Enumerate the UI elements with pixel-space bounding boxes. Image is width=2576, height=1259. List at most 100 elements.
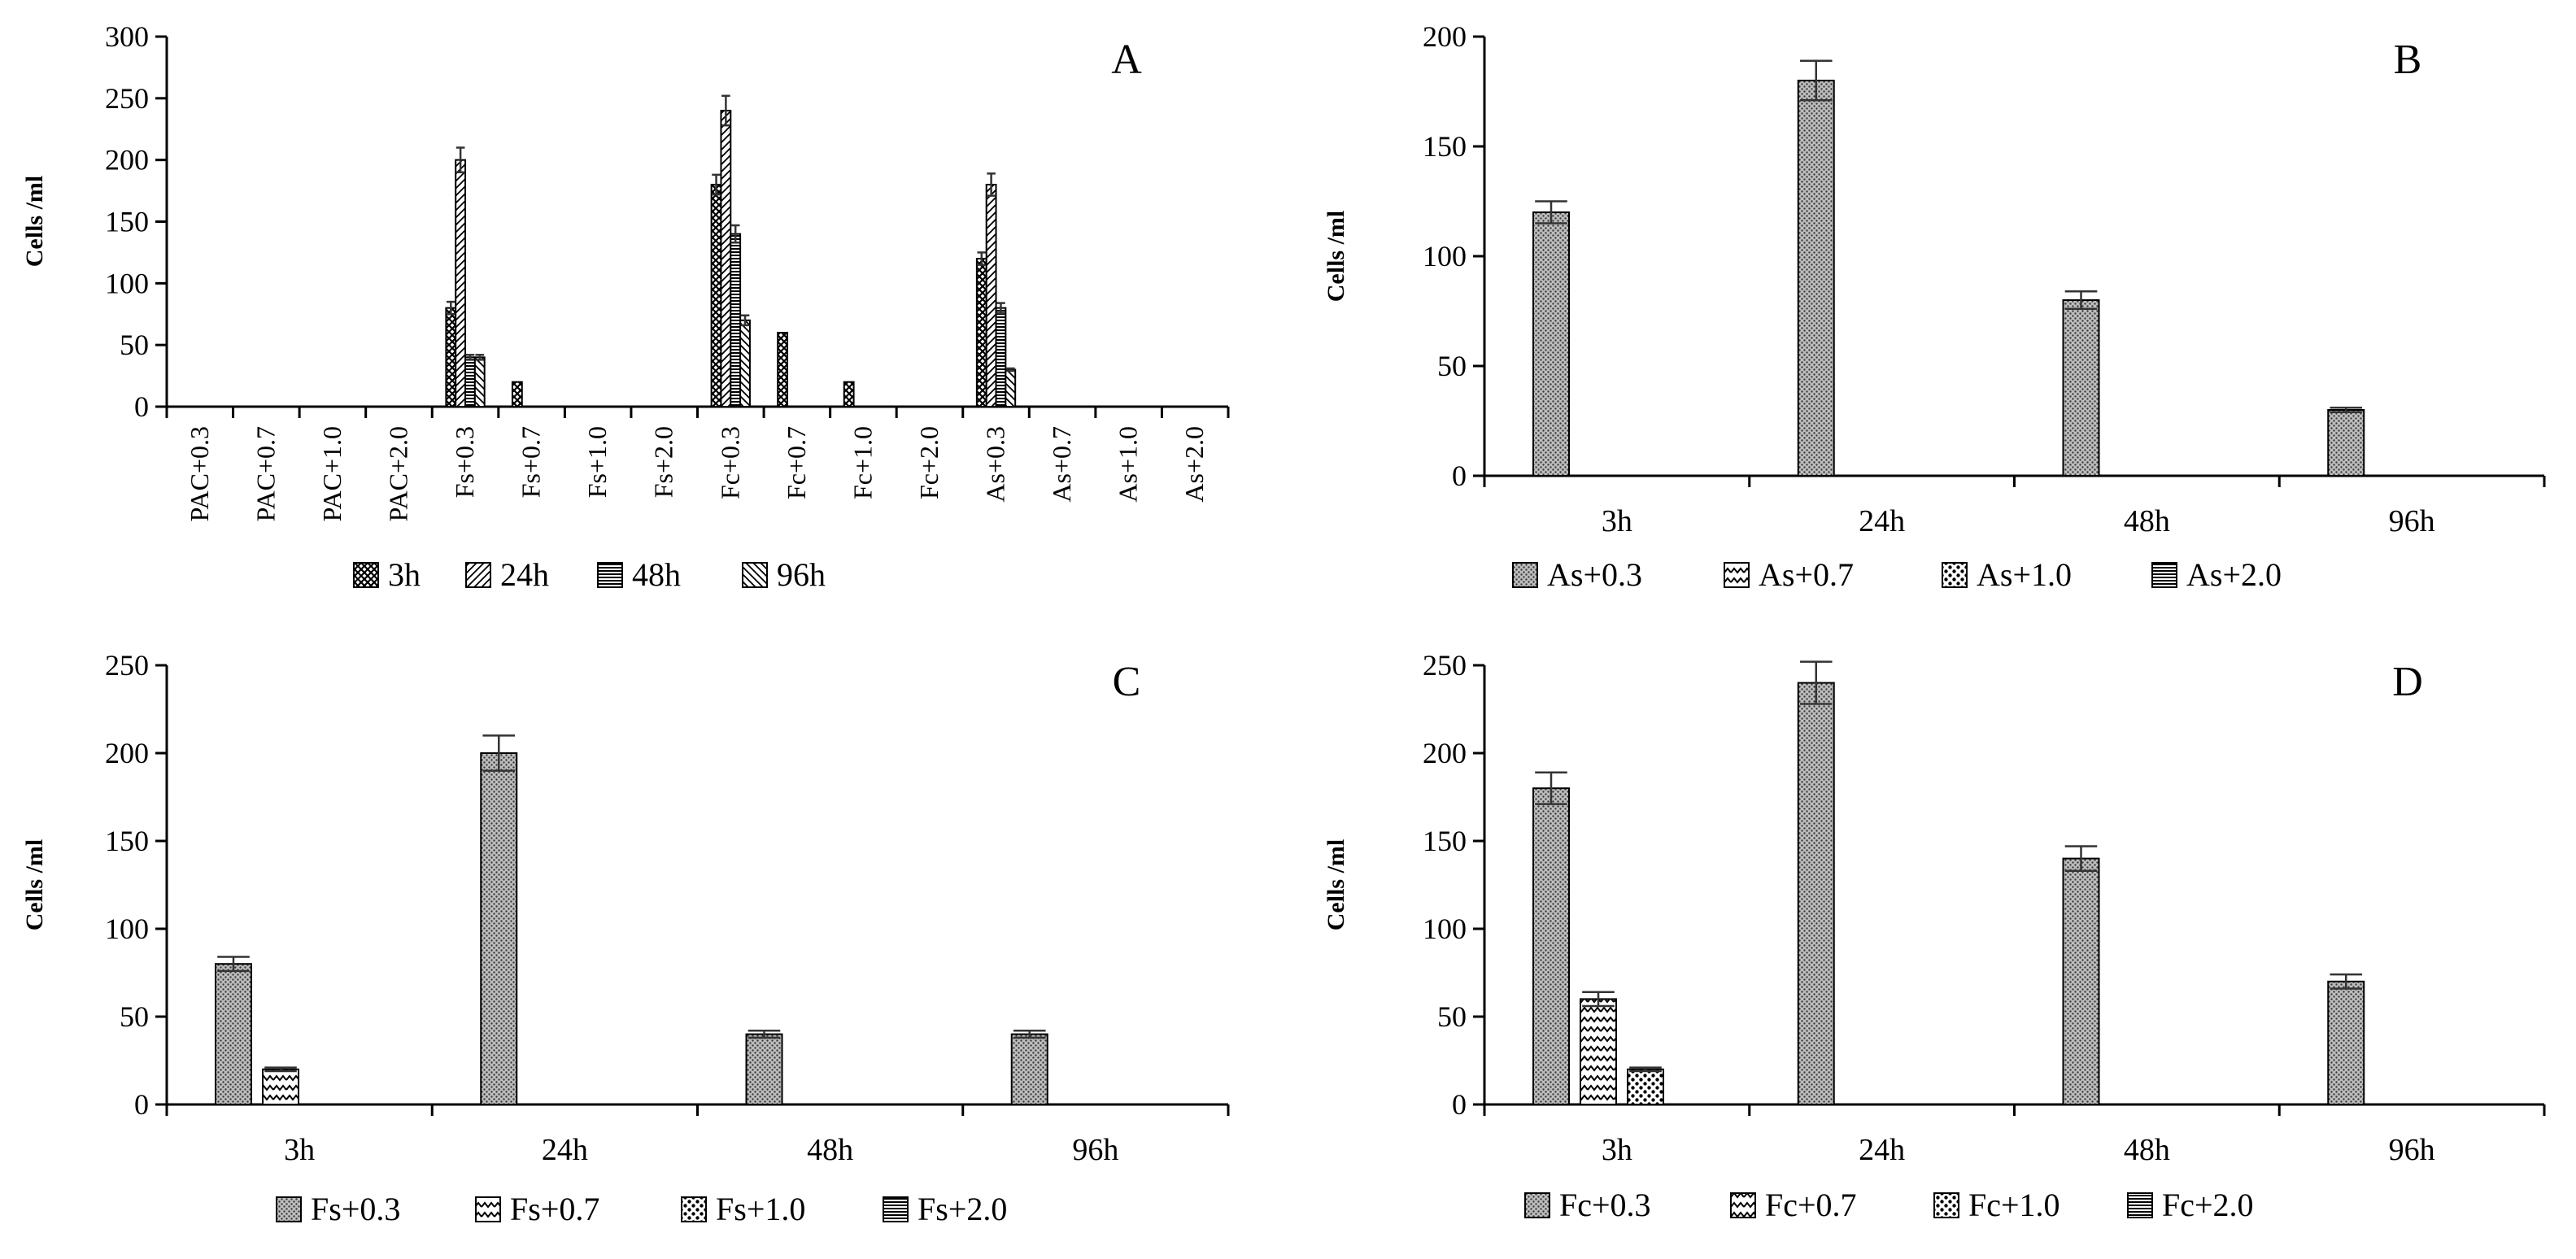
legend-label: Fc+0.7 (1765, 1187, 1857, 1223)
legend-swatch (353, 562, 379, 588)
legend-swatch (2127, 1192, 2153, 1218)
legend-label: Fs+0.3 (311, 1191, 400, 1227)
legend-label: Fs+0.7 (510, 1191, 599, 1227)
bar (745, 1033, 783, 1105)
bar (985, 184, 997, 407)
x-tick-label: PAC+1.0 (317, 426, 347, 521)
y-tick-label: 200 (1423, 737, 1467, 769)
legend-swatch (1730, 1192, 1756, 1218)
legend-label: 96h (777, 556, 826, 593)
legend: Fc+0.3 Fc+0.7 Fc+1.0 Fc+2.0 (1524, 1187, 2254, 1223)
y-tick-label: 300 (105, 20, 149, 53)
x-tick-label: 24h (542, 1133, 588, 1167)
bar (2062, 299, 2100, 477)
bar (464, 356, 476, 408)
legend-label: As+0.3 (1547, 556, 1642, 593)
panel-letter: D (2392, 659, 2423, 705)
bar (1532, 787, 1570, 1105)
y-tick-label: 100 (1423, 240, 1467, 272)
legend-label: 24h (500, 556, 549, 593)
bar (730, 233, 742, 407)
legend: Fs+0.3 Fs+0.7 Fs+1.0 Fs+2.0 (276, 1191, 1007, 1227)
bar (2062, 857, 2100, 1105)
bar (1580, 998, 1617, 1106)
legend-label: 3h (388, 556, 421, 593)
bar (215, 963, 252, 1105)
chart-panel-c: 0 50 100 150 200 250 3h 24h 48h 96h Cells /ml C Fs+0… (21, 649, 1230, 1227)
x-tick-label: Fs+0.3 (450, 426, 479, 498)
bar (720, 110, 732, 407)
legend-swatch (742, 562, 768, 588)
legend-swatch (1524, 1192, 1550, 1218)
x-tick-label: As+0.3 (981, 426, 1010, 503)
x-tick-label: As+1.0 (1114, 426, 1143, 503)
bar (480, 752, 518, 1105)
x-tick-label: PAC+0.3 (185, 426, 214, 521)
legend-swatch (1512, 562, 1538, 588)
y-tick-label: 150 (1423, 130, 1467, 163)
y-tick-label: 50 (1437, 350, 1467, 382)
y-tick-label: 200 (105, 144, 149, 176)
y-tick-label: 0 (134, 1088, 149, 1121)
y-tick-label: 150 (105, 206, 149, 238)
y-axis-label: Cells /ml (21, 176, 48, 268)
x-tick-label: 24h (1859, 1133, 1905, 1167)
x-tick-label: Fc+0.3 (715, 426, 744, 499)
y-tick-label: 50 (1437, 1000, 1467, 1033)
x-tick-label: Fs+0.7 (517, 426, 546, 498)
y-tick-label: 200 (1423, 20, 1467, 53)
legend-swatch (2151, 562, 2177, 588)
x-tick-label: 96h (2389, 504, 2435, 538)
bar (2327, 980, 2365, 1106)
x-tick-label: 96h (2389, 1133, 2435, 1167)
legend-swatch (475, 1196, 501, 1222)
bar (455, 159, 467, 408)
bar (739, 319, 751, 408)
bar (843, 381, 855, 407)
y-tick-label: 250 (105, 82, 149, 115)
panel-letter: C (1113, 659, 1141, 705)
legend-swatch (883, 1196, 909, 1222)
chart-panel-a: 0 50 100 150 200 250 300 PAC+0.3 PAC+0.7 PAC+1.0 P… (21, 20, 1230, 593)
panel-letter: A (1111, 37, 1142, 83)
y-axis-label: Cells /ml (1323, 839, 1349, 931)
y-axis-label: Cells /ml (21, 839, 48, 931)
panel-letter: B (2394, 37, 2422, 83)
bar (2327, 409, 2365, 477)
x-tick-label: PAC+2.0 (383, 426, 412, 521)
y-tick-label: 250 (1423, 649, 1467, 682)
legend-label: Fc+1.0 (1968, 1187, 2060, 1223)
y-tick-label: 150 (105, 825, 149, 857)
bar (1627, 1068, 1664, 1106)
charts-root: 0 50 100 150 200 250 300 PAC+0.3 PAC+0.7 PAC+1.0 P… (21, 20, 2546, 1227)
legend-label: Fs+2.0 (918, 1191, 1007, 1227)
x-tick-label: Fc+1.0 (848, 426, 877, 499)
x-tick-label: 96h (1072, 1133, 1118, 1167)
y-tick-label: 0 (134, 390, 149, 423)
x-tick-label: 3h (1602, 1133, 1632, 1167)
x-tick-label: As+2.0 (1179, 426, 1209, 503)
legend-label: Fc+2.0 (2162, 1187, 2254, 1223)
bar (1010, 1033, 1048, 1105)
bar (995, 307, 1007, 407)
legend: As+0.3 As+0.7 As+1.0 As+2.0 (1512, 556, 2282, 593)
legend-label: As+1.0 (1977, 556, 2072, 593)
x-tick-label: 24h (1859, 504, 1905, 538)
legend-swatch (597, 562, 623, 588)
bar (445, 307, 457, 407)
x-tick-label: Fc+0.7 (782, 426, 811, 499)
bar (710, 184, 722, 407)
bar (511, 381, 523, 407)
y-tick-label: 100 (105, 267, 149, 299)
legend-label: Fs+1.0 (716, 1191, 805, 1227)
x-tick-label: 48h (2124, 1133, 2170, 1167)
y-tick-label: 100 (105, 913, 149, 945)
y-tick-label: 50 (120, 329, 149, 361)
y-tick-label: 200 (105, 737, 149, 769)
legend-swatch (465, 562, 491, 588)
bar (975, 258, 987, 407)
x-tick-label: Fs+1.0 (582, 426, 612, 498)
chart-panel-d: 0 50 100 150 200 250 3h 24h 48h 96h Cells /ml D Fc+0… (1323, 649, 2546, 1223)
legend-swatch (1933, 1192, 1959, 1218)
